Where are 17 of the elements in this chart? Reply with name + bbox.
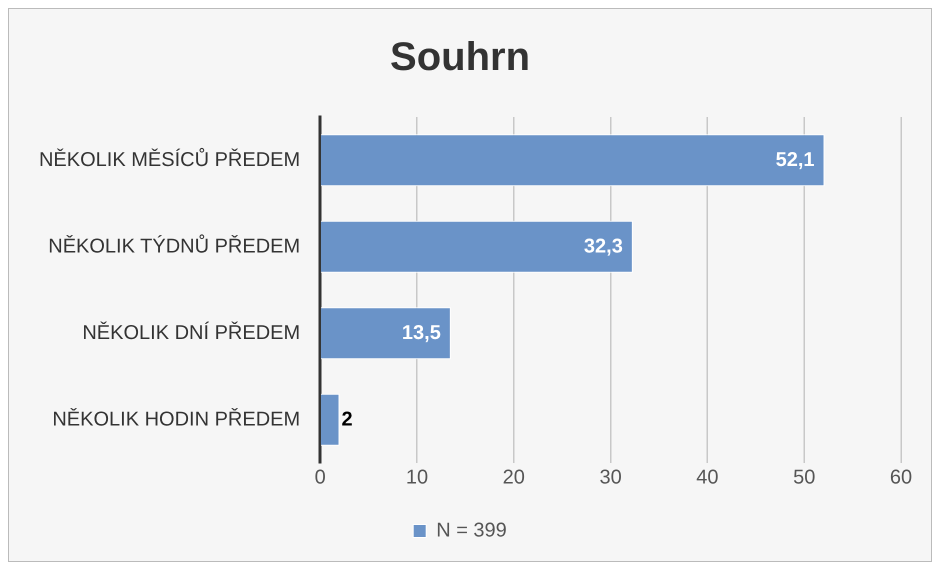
x-tick-label: 10 (406, 466, 428, 489)
y-tick-label: NĚKOLIK MĚSÍCŮ PŘEDEM (38, 146, 300, 171)
x-tick-label: 50 (793, 466, 816, 489)
chart-title: Souhrn (390, 35, 530, 80)
legend-label: N = 399 (436, 520, 507, 542)
x-tick-label: 40 (696, 466, 719, 489)
data-label: 32,3 (584, 235, 623, 258)
y-tick-label: NĚKOLIK TÝDNŮ PŘEDEM (48, 233, 300, 258)
data-label: 13,5 (402, 322, 441, 344)
y-tick-label: NĚKOLIK DNÍ PŘEDEM (82, 320, 300, 344)
x-tick-label: 60 (890, 466, 912, 489)
x-tick-label: 0 (314, 466, 326, 489)
y-tick-label: NĚKOLIK HODIN PŘEDEM (52, 407, 300, 430)
x-tick-label: 30 (599, 466, 622, 489)
data-label: 52,1 (776, 148, 815, 171)
data-label: 2 (342, 408, 353, 430)
x-tick-label: 20 (502, 466, 525, 489)
